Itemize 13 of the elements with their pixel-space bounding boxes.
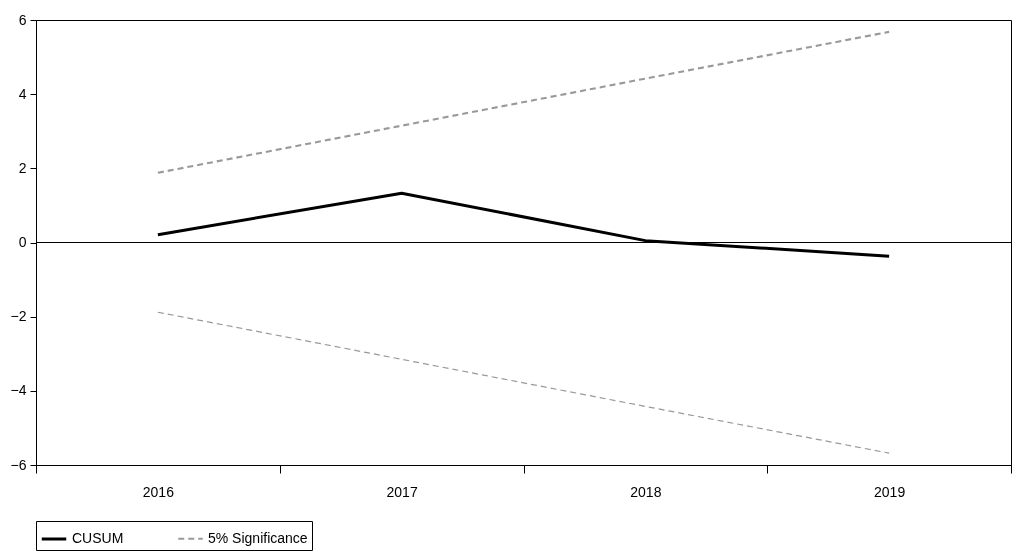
y-tick-label: 2 — [18, 159, 27, 176]
legend-label: CUSUM — [72, 530, 124, 546]
y-tick-label: −6 — [10, 456, 27, 473]
y-tick-label: −4 — [10, 382, 27, 399]
x-tick-label: 2017 — [386, 483, 418, 500]
y-tick-label: 4 — [18, 85, 27, 102]
y-tick-label: 6 — [18, 11, 27, 28]
x-tick-label: 2016 — [142, 483, 175, 500]
x-tick-label: 2018 — [630, 483, 662, 500]
y-tick-label: 0 — [18, 234, 27, 250]
y-tick-label: −2 — [10, 308, 27, 325]
x-tick-label: 2019 — [874, 483, 906, 500]
legend-label: 5% Significance — [208, 529, 308, 546]
